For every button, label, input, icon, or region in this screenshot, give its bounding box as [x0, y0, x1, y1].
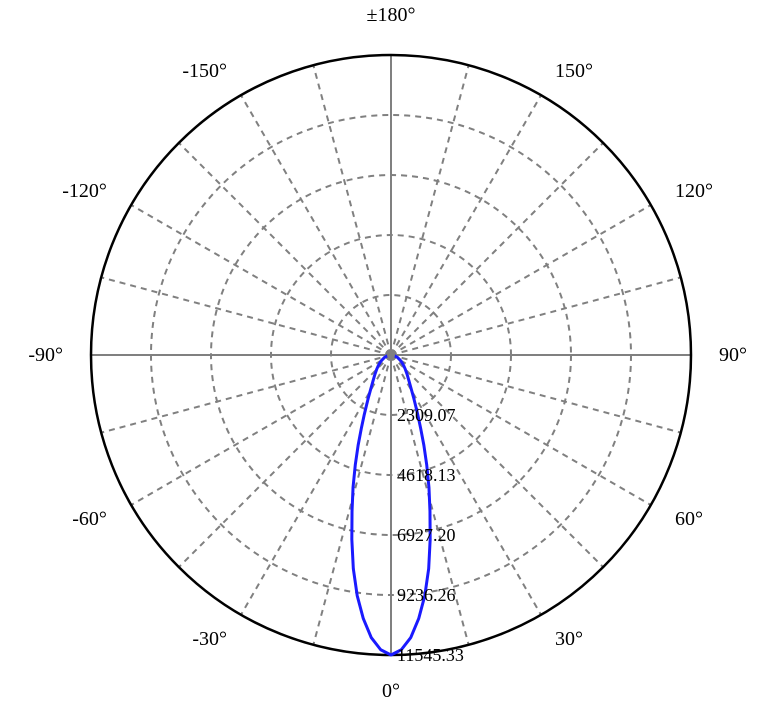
radial-label: 2309.07 — [397, 405, 456, 425]
grid-spoke — [101, 355, 391, 433]
grid-spoke — [391, 205, 651, 355]
radial-label: 9236.26 — [397, 585, 456, 605]
angle-label: 0° — [382, 680, 400, 702]
radial-label: 11545.33 — [397, 645, 464, 665]
angle-label: 120° — [675, 180, 713, 202]
center-dot — [387, 351, 395, 359]
grid-spoke — [131, 205, 391, 355]
grid-spoke — [391, 95, 541, 355]
angle-label: -90° — [28, 344, 63, 366]
angle-label: -60° — [72, 508, 107, 530]
grid-spoke — [391, 277, 681, 355]
angle-label: 30° — [555, 628, 583, 650]
angle-label: ±180° — [367, 4, 416, 26]
grid-spoke — [179, 143, 391, 355]
angle-label: 90° — [719, 344, 747, 366]
angle-label: -150° — [182, 60, 227, 82]
grid-spoke — [101, 277, 391, 355]
grid-spoke — [313, 65, 391, 355]
grid-spoke — [241, 95, 391, 355]
radial-label: 4618.13 — [397, 465, 456, 485]
grid-spoke — [391, 65, 469, 355]
angle-label: -30° — [192, 628, 227, 650]
grid-spoke — [179, 355, 391, 567]
polar-chart: 2309.07 4618.13 6927.20 9236.26 11545.33 0° 30… — [0, 0, 782, 710]
angle-label: 150° — [555, 60, 593, 82]
radial-label: 6927.20 — [397, 525, 456, 545]
grid-spoke — [391, 143, 603, 355]
angle-label: 60° — [675, 508, 703, 530]
angle-label: -120° — [62, 180, 107, 202]
